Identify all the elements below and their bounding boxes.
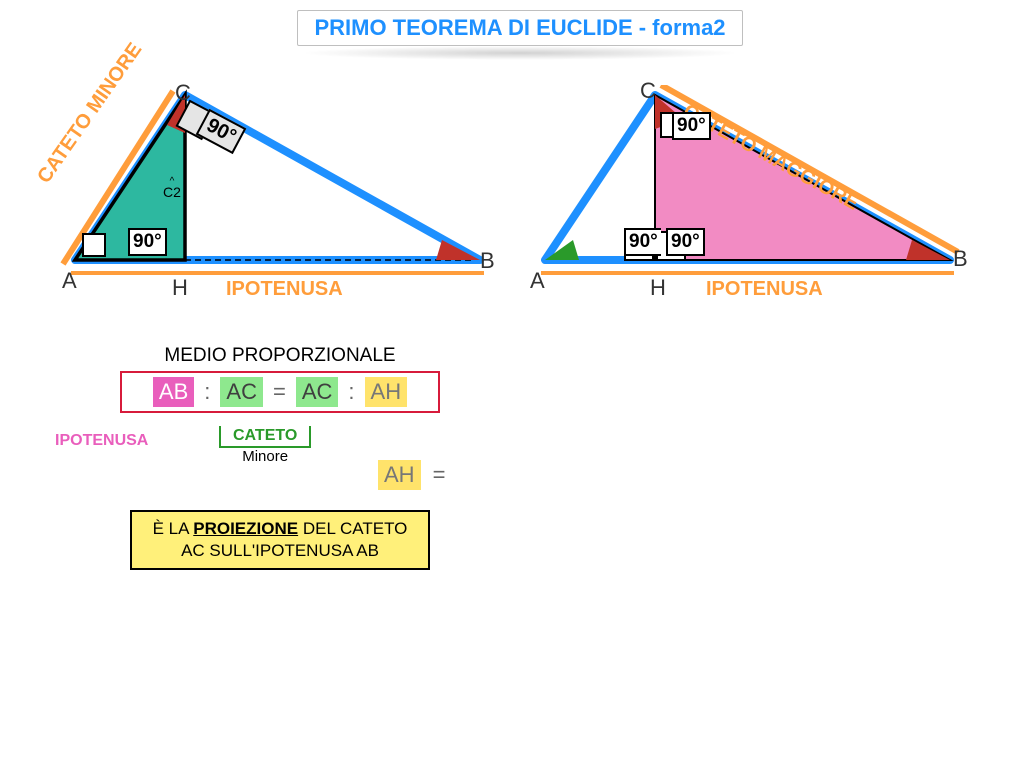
sep-colon-2: : — [348, 379, 354, 405]
ipotenusa-right-label: IPOTENUSA — [706, 278, 823, 301]
token-AH: AH — [365, 377, 408, 407]
vertex-C-left: C — [175, 80, 191, 106]
vertex-B-right: B — [953, 246, 968, 272]
triangle-right-svg — [530, 85, 960, 275]
token-AH-2: AH — [378, 460, 421, 490]
triangle-left-diagram — [60, 85, 490, 280]
angle-90-H1-right: 90° — [624, 228, 661, 256]
ah-equals: AH = — [378, 460, 445, 490]
expl-1c: DEL CATETO — [298, 519, 407, 538]
sep-colon-1: : — [204, 379, 210, 405]
token-AB: AB — [153, 377, 194, 407]
medio-label: MEDIO PROPORZIONALE — [120, 345, 440, 367]
sep-eq: = — [273, 379, 286, 405]
angle-90-H2-right: 90° — [666, 228, 705, 256]
vertex-C-right: C — [640, 78, 656, 104]
minore-word: Minore — [219, 448, 311, 465]
expl-1a: È LA — [153, 519, 194, 538]
explanation-box: È LA PROIEZIONE DEL CATETO AC SULL'IPOTE… — [130, 510, 430, 570]
page-title: PRIMO TEOREMA DI EUCLIDE - forma2 — [297, 10, 742, 46]
vertex-H-right: H — [650, 275, 666, 301]
vertex-A-left: A — [62, 268, 77, 294]
angle-90-C-right: 90° — [672, 112, 711, 140]
expl-2: AC SULL'IPOTENUSA AB — [181, 541, 379, 560]
ipotenusa-word: IPOTENUSA — [55, 432, 148, 450]
title-shadow — [300, 46, 740, 60]
token-AC-1: AC — [220, 377, 263, 407]
vertex-B-left: B — [480, 248, 495, 274]
eq-sign: = — [433, 462, 446, 488]
triangle-right-diagram — [530, 85, 960, 280]
angle-C2-left: ^ C2 — [163, 177, 181, 199]
expl-1b: PROIEZIONE — [193, 519, 298, 538]
proportion-block: MEDIO PROPORZIONALE AB : AC = AC : AH — [120, 345, 440, 413]
proportion-row: AB : AC = AC : AH — [120, 371, 440, 413]
cateto-word: CATETO — [219, 426, 311, 448]
triangle-left-svg — [60, 85, 490, 275]
vertex-A-right: A — [530, 268, 545, 294]
vertex-H-left: H — [172, 275, 188, 301]
cateto-brace: CATETO Minore — [219, 426, 311, 465]
token-AC-2: AC — [296, 377, 339, 407]
angle-90-A-left: 90° — [128, 228, 167, 256]
ipotenusa-left-label: IPOTENUSA — [226, 278, 343, 301]
